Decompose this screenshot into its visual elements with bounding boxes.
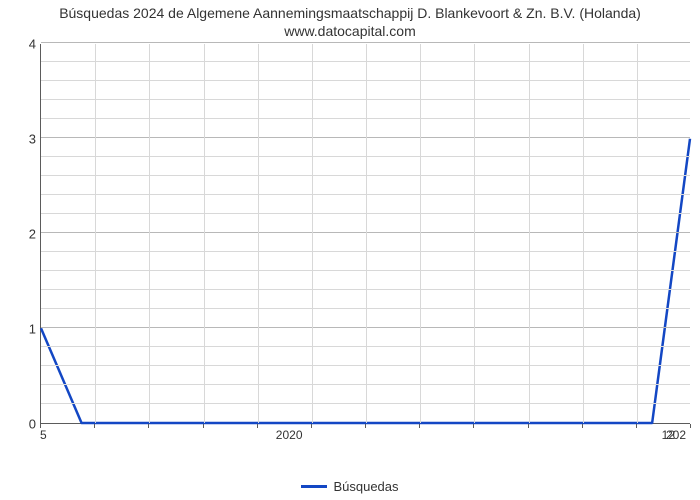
gridline-v — [583, 44, 584, 423]
x-minor-tick — [528, 424, 529, 428]
gridline-v — [420, 44, 421, 423]
x-minor-tick — [257, 424, 258, 428]
chart-container: Búsquedas 2024 de Algemene Aannemingsmaa… — [0, 0, 700, 500]
gridline-v — [312, 44, 313, 423]
y-tick-label: 1 — [16, 322, 36, 337]
x-minor-tick — [203, 424, 204, 428]
gridline-v — [95, 44, 96, 423]
gridline-h-major — [41, 42, 690, 43]
x-minor-tick — [473, 424, 474, 428]
x-tick-label: 5 — [40, 428, 47, 442]
x-minor-tick — [582, 424, 583, 428]
x-minor-tick — [636, 424, 637, 428]
plot-area — [40, 44, 690, 424]
gridline-v — [474, 44, 475, 423]
y-tick-label: 2 — [16, 227, 36, 242]
chart-title: Búsquedas 2024 de Algemene Aannemingsmaa… — [0, 0, 700, 40]
legend: Búsquedas — [0, 478, 700, 494]
legend-swatch — [301, 485, 327, 488]
x-tick-label: 202 — [666, 428, 686, 442]
chart-wrap: 012345202012202 — [30, 44, 690, 444]
y-tick-label: 4 — [16, 37, 36, 52]
x-minor-tick — [419, 424, 420, 428]
x-minor-tick — [148, 424, 149, 428]
gridline-v — [258, 44, 259, 423]
gridline-v — [529, 44, 530, 423]
gridline-v — [637, 44, 638, 423]
x-minor-tick — [690, 424, 691, 428]
legend-label: Búsquedas — [333, 479, 398, 494]
x-minor-tick — [94, 424, 95, 428]
gridline-v — [149, 44, 150, 423]
x-minor-tick — [311, 424, 312, 428]
y-tick-label: 0 — [16, 417, 36, 432]
gridline-v — [366, 44, 367, 423]
x-minor-tick — [365, 424, 366, 428]
y-tick-label: 3 — [16, 132, 36, 147]
gridline-v — [204, 44, 205, 423]
x-tick-label: 2020 — [276, 428, 303, 442]
